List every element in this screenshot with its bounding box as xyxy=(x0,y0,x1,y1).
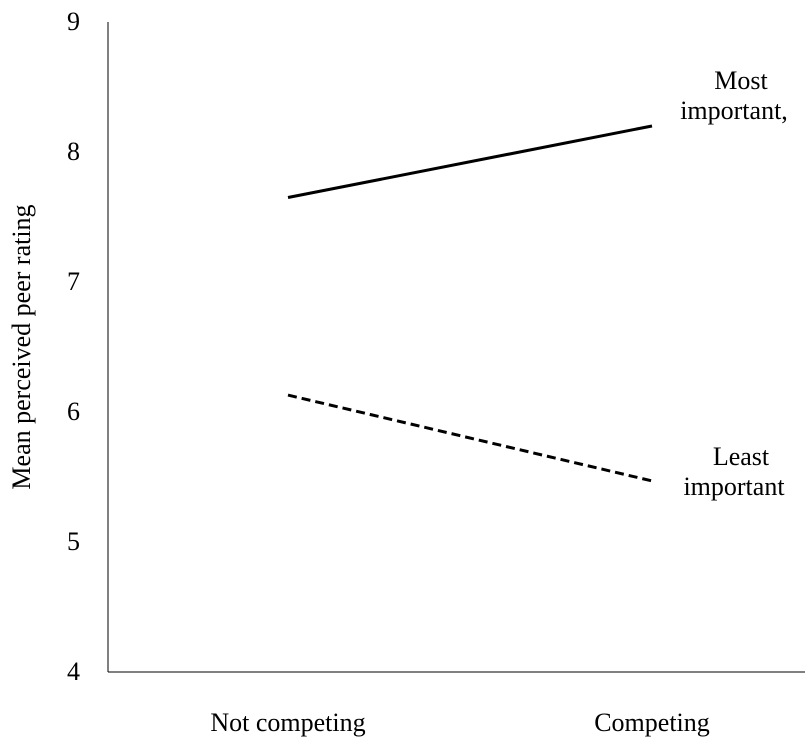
y-tick-label: 8 xyxy=(67,137,80,166)
x-tick-label: Not competing xyxy=(210,708,365,737)
series-label: important xyxy=(683,472,785,501)
y-axis-title: Mean perceived peer rating xyxy=(7,204,36,489)
series-lines xyxy=(287,124,653,483)
series-line-most-important xyxy=(287,124,653,199)
series-label: Most xyxy=(714,66,768,95)
series-label: important, xyxy=(680,96,788,125)
y-tick-label: 9 xyxy=(67,7,80,36)
y-tick-label: 4 xyxy=(67,657,80,686)
y-tick-label: 6 xyxy=(67,397,80,426)
series-line-least-important xyxy=(287,393,653,483)
series-label: Least xyxy=(713,442,770,471)
axes xyxy=(107,22,805,673)
x-tick-label: Competing xyxy=(594,708,710,737)
y-tick-label: 7 xyxy=(67,267,80,296)
x-tick-labels: Not competing Competing xyxy=(210,708,709,737)
y-tick-labels: 4 5 6 7 8 9 xyxy=(67,7,80,686)
y-tick-label: 5 xyxy=(67,527,80,556)
